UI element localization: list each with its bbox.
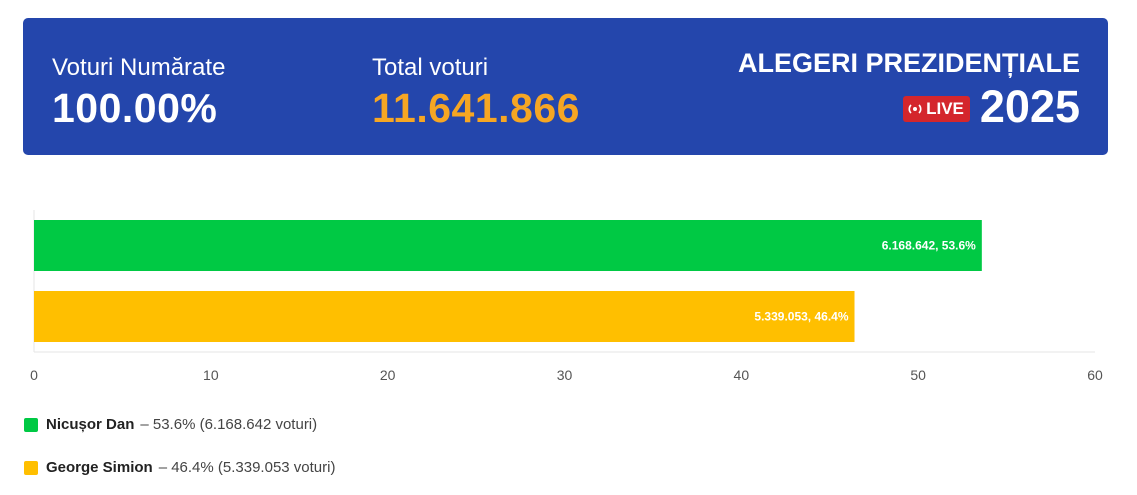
x-tick-label: 10 [203,367,219,383]
legend-name: George Simion [46,459,153,476]
results-bar-chart: 6.168.642, 53.6% 5.339.053, 46.4% 0 10 20 30 4… [30,210,1103,383]
legend-detail: – 46.4% (5.339.053 voturi) [158,459,336,476]
election-title: ALEGERI PREZIDENȚIALE [737,48,1080,78]
bar-george-simion [34,291,855,342]
x-tick-label: 60 [1087,367,1103,383]
bar-nicu-or-dan [34,220,982,271]
legend-name: Nicușor Dan [46,416,135,433]
legend-item-nicusor-dan: Nicușor Dan – 53.6% (6.168.642 voturi) [24,416,317,433]
total-votes-value: 11.641.866 [372,85,580,131]
x-tick-label: 30 [557,367,573,383]
live-broadcast-icon [908,104,922,114]
x-tick-label: 0 [30,367,38,383]
x-tick-label: 20 [380,367,396,383]
legend-item-george-simion: George Simion – 46.4% (5.339.053 voturi) [24,459,335,476]
live-badge: LIVE [903,96,970,122]
x-tick-label: 40 [734,367,750,383]
bar-data-label: 5.339.053, 46.4% [754,310,848,324]
live-label: LIVE [926,99,964,118]
total-votes-label: Total voturi [372,54,489,81]
bar-data-label: 6.168.642, 53.6% [882,239,976,253]
election-year: 2025 [979,81,1080,132]
legend-detail: – 53.6% (6.168.642 voturi) [140,416,318,433]
counted-votes-label: Voturi Numărate [52,54,226,81]
legend-swatch [24,417,38,432]
legend-swatch [24,460,38,475]
year-row: LIVE 2025 [903,83,1080,131]
counted-votes-value: 100.00% [52,85,218,131]
x-tick-label: 50 [910,367,926,383]
results-banner: Voturi Numărate 100.00% Total voturi 11.… [23,18,1108,155]
